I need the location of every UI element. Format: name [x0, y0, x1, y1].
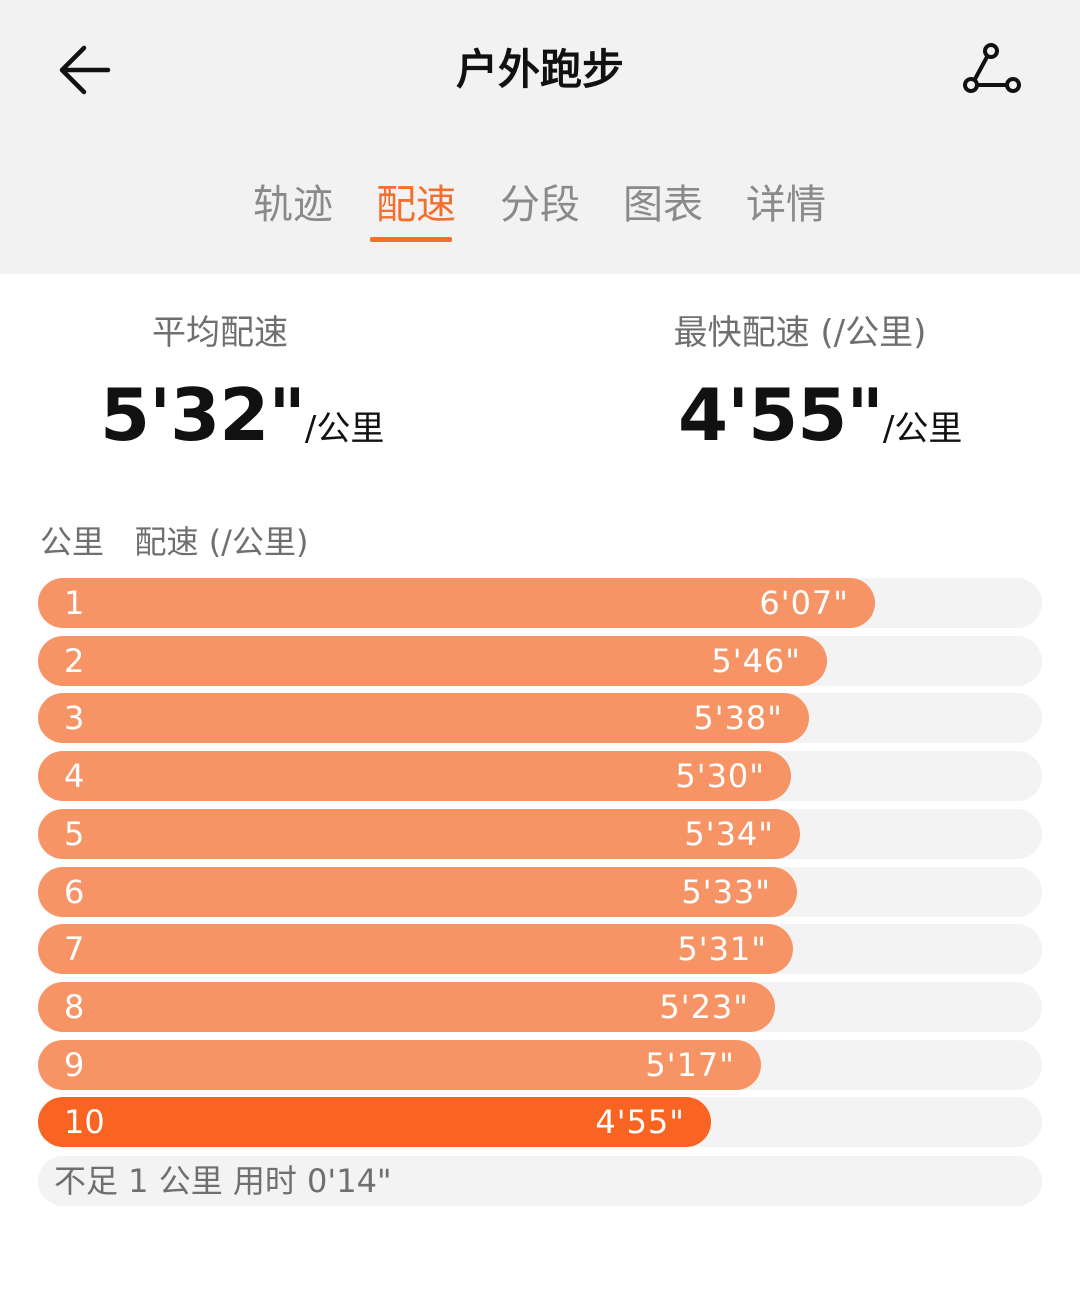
- split-bar: 4 5'30": [38, 751, 791, 801]
- split-pace: 5'46": [711, 642, 801, 680]
- best-pace-unit: /公里: [882, 409, 963, 449]
- remainder-text: 不足 1 公里 用时 0'14": [54, 1162, 392, 1200]
- split-pace: 5'30": [675, 757, 765, 795]
- split-row: 8 5'23": [38, 982, 1042, 1032]
- split-km: 6: [64, 873, 85, 911]
- split-row: 5 5'34": [38, 809, 1042, 859]
- split-bar: 6 5'33": [38, 867, 797, 917]
- back-button[interactable]: [50, 35, 120, 105]
- split-bar: 2 5'46": [38, 636, 827, 686]
- split-pace: 5'38": [693, 699, 783, 737]
- split-row: 6 5'33": [38, 867, 1042, 917]
- tab-details[interactable]: 详情: [746, 182, 826, 228]
- avg-pace-number: 5'32": [100, 373, 306, 457]
- split-km: 2: [64, 642, 85, 680]
- active-tab-indicator: [370, 237, 452, 242]
- split-km: 9: [64, 1046, 85, 1084]
- split-row: 1 6'07": [38, 578, 1042, 628]
- split-km: 3: [64, 699, 85, 737]
- split-row: 2 5'46": [38, 636, 1042, 686]
- split-km: 7: [64, 930, 85, 968]
- split-bar: 9 5'17": [38, 1040, 761, 1090]
- split-km: 4: [64, 757, 85, 795]
- split-row: 7 5'31": [38, 924, 1042, 974]
- split-pace: 4'55": [595, 1103, 685, 1141]
- route-share-icon: [963, 43, 1021, 93]
- split-bar: 5 5'34": [38, 809, 800, 859]
- split-bar: 3 5'38": [38, 693, 809, 743]
- split-km: 8: [64, 988, 85, 1026]
- avg-pace-unit: /公里: [304, 409, 385, 449]
- split-row: 9 5'17": [38, 1040, 1042, 1090]
- split-bar-fastest: 10 4'55": [38, 1097, 711, 1147]
- splits-header: 公里 配速 (/公里): [40, 523, 309, 561]
- tab-pace-label: 配速: [376, 182, 456, 228]
- avg-pace-label: 平均配速: [152, 313, 288, 353]
- tab-pace[interactable]: 配速: [366, 175, 466, 242]
- split-row: 3 5'38": [38, 693, 1042, 743]
- route-button[interactable]: [955, 35, 1030, 105]
- split-pace: 5'31": [677, 930, 767, 968]
- split-pace: 5'17": [645, 1046, 735, 1084]
- split-km: 5: [64, 815, 85, 853]
- tab-charts[interactable]: 图表: [623, 182, 703, 228]
- split-pace: 5'33": [681, 873, 771, 911]
- split-row: 4 5'30": [38, 751, 1042, 801]
- arrow-left-icon: [59, 45, 111, 95]
- split-pace: 6'07": [759, 584, 849, 622]
- split-bar: 1 6'07": [38, 578, 875, 628]
- best-pace-label: 最快配速 (/公里): [673, 313, 927, 353]
- split-pace: 5'23": [659, 988, 749, 1026]
- split-km: 1: [64, 584, 85, 622]
- best-pace-value: 4'55"/公里: [678, 370, 962, 480]
- tab-bar: 轨迹 配速 分段 图表 详情: [0, 175, 1080, 245]
- split-bar: 7 5'31": [38, 924, 793, 974]
- remainder-row: 不足 1 公里 用时 0'14": [38, 1156, 1042, 1206]
- app-header: 户外跑步 轨迹 配速 分段 图表 详情: [0, 0, 1080, 274]
- split-km: 10: [64, 1103, 105, 1141]
- avg-pace-value: 5'32"/公里: [100, 370, 384, 480]
- tab-segments[interactable]: 分段: [500, 182, 580, 228]
- best-pace-number: 4'55": [678, 373, 884, 457]
- page-title: 户外跑步: [455, 45, 624, 94]
- split-bar: 8 5'23": [38, 982, 775, 1032]
- split-pace: 5'34": [684, 815, 774, 853]
- split-row: 10 4'55": [38, 1097, 1042, 1147]
- tab-track[interactable]: 轨迹: [253, 182, 333, 228]
